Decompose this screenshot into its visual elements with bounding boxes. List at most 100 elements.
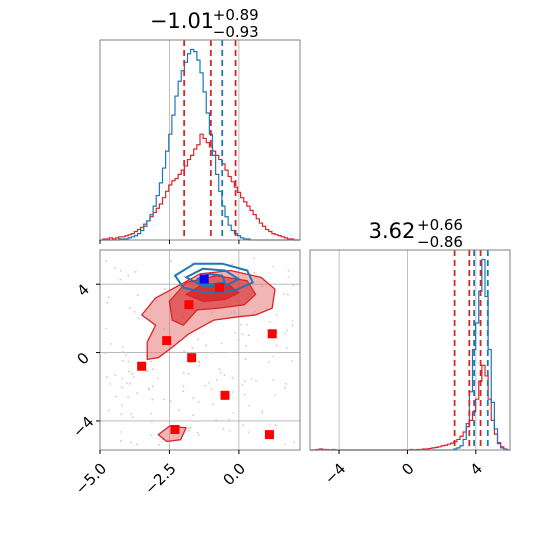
sample-point: [222, 427, 225, 430]
sample-point: [287, 275, 290, 278]
gridlines: [169, 40, 240, 240]
sample-point: [237, 338, 240, 341]
sample-point: [150, 434, 153, 437]
markers: [137, 274, 277, 440]
sample-point: [109, 383, 112, 385]
sample-point: [197, 434, 200, 436]
sample-point: [240, 323, 242, 326]
sample-point: [151, 385, 154, 388]
sample-point: [130, 413, 133, 415]
sample-point: [105, 327, 108, 330]
histogram-red: [310, 364, 510, 451]
x-tick-labels: −4 0 4: [321, 460, 486, 488]
histogram-panel-x: −1.01 +0.89 −0.93: [99, 6, 301, 244]
sample-point: [119, 278, 122, 281]
sample-point: [136, 392, 139, 394]
sample-point: [215, 419, 218, 421]
sample-point: [182, 385, 185, 388]
sample-point: [268, 320, 271, 323]
sample-point: [261, 412, 264, 415]
sample-point: [197, 400, 200, 403]
sample-point: [219, 371, 222, 374]
sample-point: [170, 260, 172, 262]
sample-point: [120, 404, 123, 407]
sample-point: [283, 331, 286, 334]
axes-frame: [99, 249, 301, 451]
sample-point: [198, 365, 201, 367]
sample-point: [220, 342, 223, 345]
axes-frame: [99, 39, 301, 241]
x-tick-label: −4: [321, 460, 349, 488]
sample-point: [120, 431, 123, 433]
marker-red: [184, 300, 194, 310]
sample-point: [244, 358, 247, 360]
sample-point: [187, 427, 190, 429]
sample-point: [129, 382, 132, 385]
x-tick-label: 4: [467, 460, 486, 479]
marker-blue: [199, 274, 209, 284]
sample-point: [231, 376, 234, 379]
sample-point: [187, 429, 190, 432]
sample-point: [114, 374, 117, 377]
sample-point: [151, 398, 154, 401]
sample-point: [169, 400, 172, 403]
sample-point: [232, 412, 235, 415]
marker-red: [187, 353, 197, 363]
sample-point: [183, 275, 186, 278]
sample-point: [247, 334, 250, 337]
sample-point: [231, 391, 234, 393]
sample-point: [253, 271, 256, 274]
histogram-panel-y: −4 0 4 3.62 +0.66 −0.86: [309, 216, 511, 488]
sample-point: [146, 370, 149, 373]
sample-point: [191, 346, 194, 349]
panel-title: 3.62: [369, 219, 416, 243]
sample-point: [285, 382, 287, 385]
contour-blue-middle: [185, 267, 240, 287]
sample-point: [163, 398, 165, 401]
marker-red: [264, 430, 274, 440]
scatter-panel-xy: −5.0 −2.5 0.0 4 0 −4: [69, 249, 301, 498]
contour-blue-inner: [196, 272, 226, 286]
sample-point: [178, 409, 180, 412]
quantile-lines: [183, 40, 237, 240]
sample-point: [243, 393, 246, 396]
sample-point: [255, 379, 258, 382]
sample-point: [275, 344, 278, 347]
sample-point: [218, 368, 221, 371]
sample-point: [290, 360, 293, 362]
y-tick-label: −4: [69, 413, 97, 441]
sample-point: [129, 441, 132, 444]
sample-point: [191, 262, 194, 264]
marker-red: [137, 361, 147, 371]
y-tick-label: 4: [74, 280, 93, 299]
sample-point: [291, 320, 294, 322]
sample-point: [291, 324, 294, 327]
sample-point: [121, 346, 124, 349]
sample-point: [137, 317, 140, 320]
sample-point: [105, 376, 108, 379]
axes-frame: [309, 249, 511, 451]
sample-point: [286, 329, 289, 332]
sample-point: [245, 344, 247, 347]
sample-point: [114, 267, 116, 270]
sample-point: [253, 257, 256, 260]
sample-point: [272, 379, 275, 381]
sample-point: [133, 311, 136, 313]
sample-point: [287, 269, 290, 272]
sample-point: [136, 443, 139, 446]
sample-point: [284, 443, 286, 446]
sample-point: [115, 395, 118, 398]
sample-point: [189, 427, 192, 429]
sample-point: [147, 387, 150, 390]
tick-marks: [99, 240, 240, 244]
sample-point: [216, 379, 218, 381]
sample-point: [212, 403, 215, 406]
sample-point: [107, 296, 110, 298]
sample-point: [196, 431, 199, 434]
sample-point: [285, 347, 288, 350]
sample-point: [205, 344, 208, 347]
sample-point: [127, 274, 130, 277]
sample-point: [283, 386, 286, 389]
sample-point: [156, 377, 159, 380]
contour-blue-outer: [174, 262, 254, 294]
